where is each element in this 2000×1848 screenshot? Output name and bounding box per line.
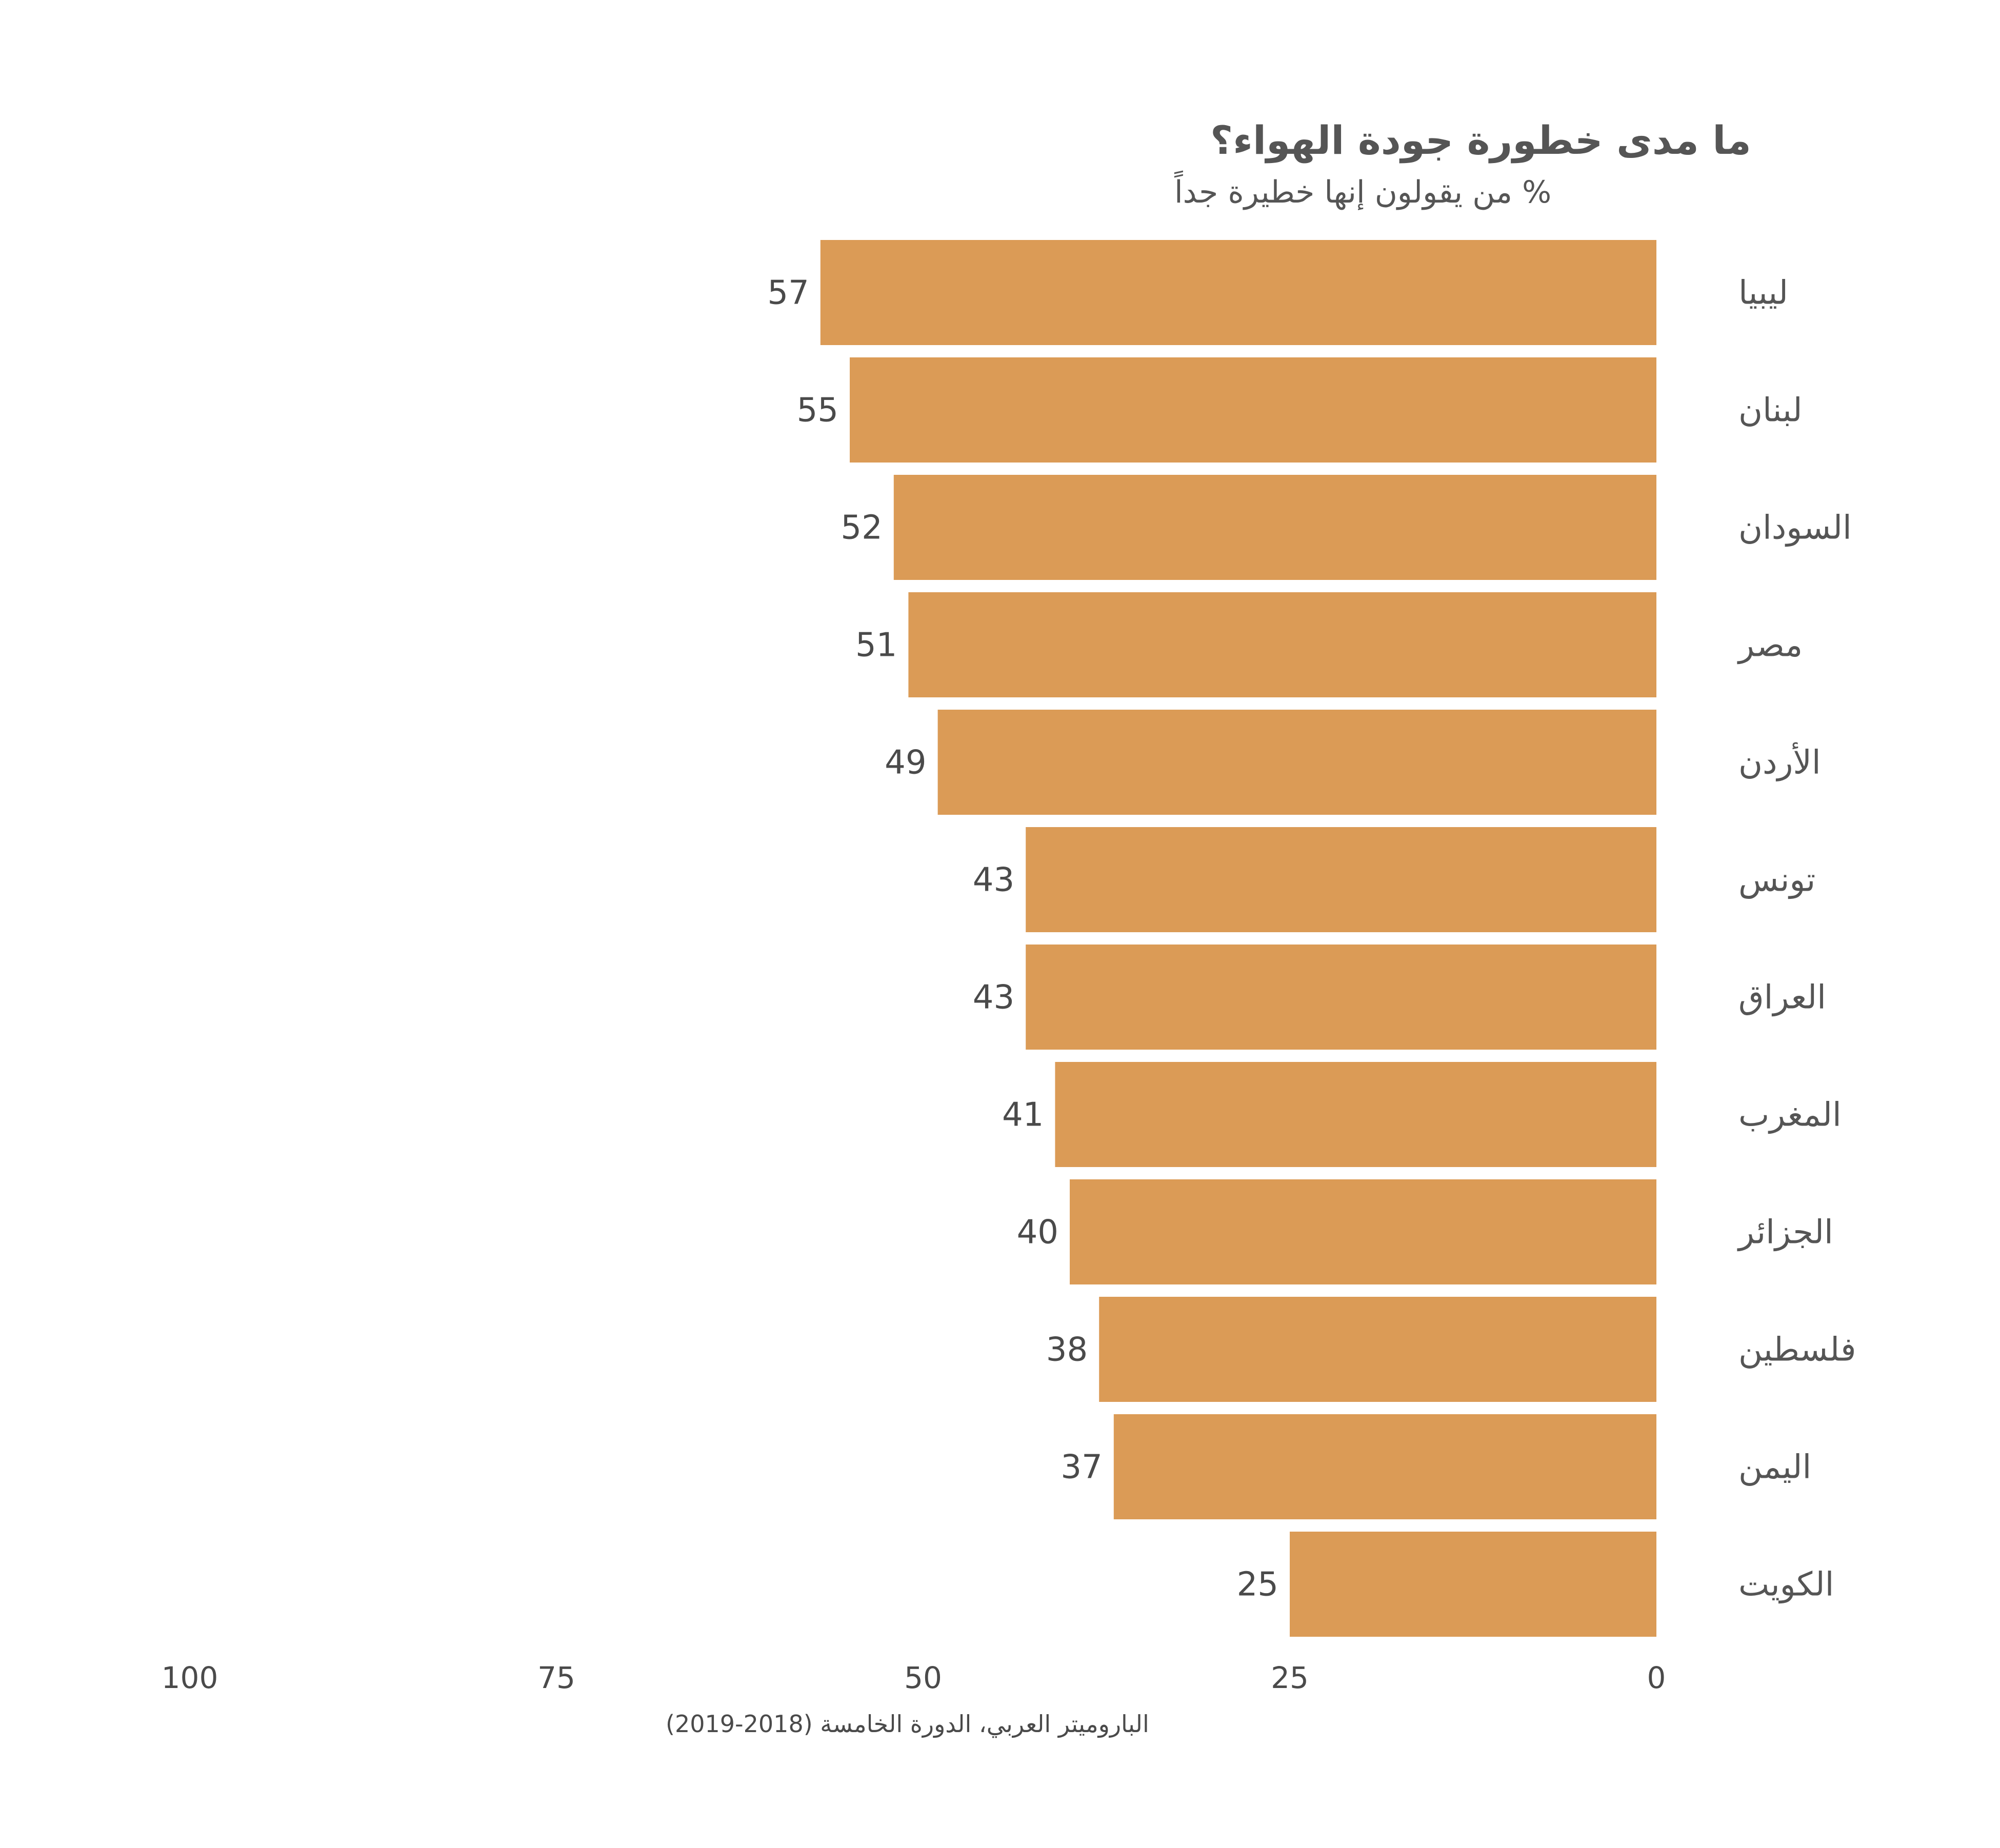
value-label: 49	[885, 744, 926, 782]
category-label: اليمن	[1738, 1449, 1811, 1487]
value-label: 41	[1002, 1096, 1044, 1134]
category-label: مصر	[1737, 627, 1803, 665]
category-label: فلسطين	[1738, 1331, 1856, 1369]
value-label: 38	[1046, 1331, 1088, 1369]
value-label: 51	[855, 627, 897, 665]
category-label: الأردن	[1738, 742, 1821, 782]
x-axis: 100 75 50 25 0	[162, 1660, 1666, 1695]
x-tick-label: 0	[1647, 1660, 1666, 1695]
bar-4	[908, 592, 1656, 697]
category-label: الجزائر	[1737, 1214, 1833, 1252]
value-label: 40	[1017, 1214, 1058, 1252]
x-tick-label: 50	[904, 1660, 942, 1695]
category-label: المغرب	[1738, 1096, 1842, 1134]
bar-5	[937, 710, 1656, 815]
value-label: 43	[973, 861, 1014, 899]
bar-8	[1055, 1062, 1656, 1167]
category-label: ليبيا	[1738, 274, 1788, 312]
value-label: 43	[973, 979, 1014, 1017]
category-label: العراق	[1738, 979, 1826, 1017]
bar-12	[1290, 1532, 1656, 1637]
bar-7	[1026, 945, 1656, 1050]
value-label: 37	[1061, 1449, 1102, 1487]
bar-9	[1070, 1179, 1656, 1284]
source-note: الباروميتر العربي، الدورة الخامسة (2018-…	[666, 1710, 1149, 1738]
bar-1	[820, 240, 1656, 345]
value-label: 57	[767, 274, 809, 312]
bars-layer: 57 ليبيا 55 لبنان 52 السودان 51 مصر 49 الأردن 43 تو…	[767, 240, 1856, 1637]
value-label: 25	[1237, 1566, 1278, 1604]
bar-10	[1099, 1297, 1656, 1402]
chart-subtitle: % من يقولون إنها خطيرة جداً	[1174, 170, 1551, 210]
category-label: الكويت	[1738, 1566, 1834, 1604]
chart-title: ما مدى خطورة جودة الهواء؟	[1210, 117, 1751, 164]
bar-3	[893, 475, 1656, 580]
category-label: السودان	[1738, 509, 1852, 547]
value-label: 55	[797, 392, 838, 430]
bar-6	[1026, 827, 1656, 932]
x-tick-label: 100	[162, 1660, 218, 1695]
x-tick-label: 75	[537, 1660, 575, 1695]
x-tick-label: 25	[1271, 1660, 1309, 1695]
value-label: 52	[841, 509, 882, 547]
category-label: تونس	[1738, 861, 1815, 899]
category-label: لبنان	[1738, 392, 1803, 430]
bar-11	[1113, 1414, 1656, 1519]
bar-2	[850, 357, 1656, 463]
